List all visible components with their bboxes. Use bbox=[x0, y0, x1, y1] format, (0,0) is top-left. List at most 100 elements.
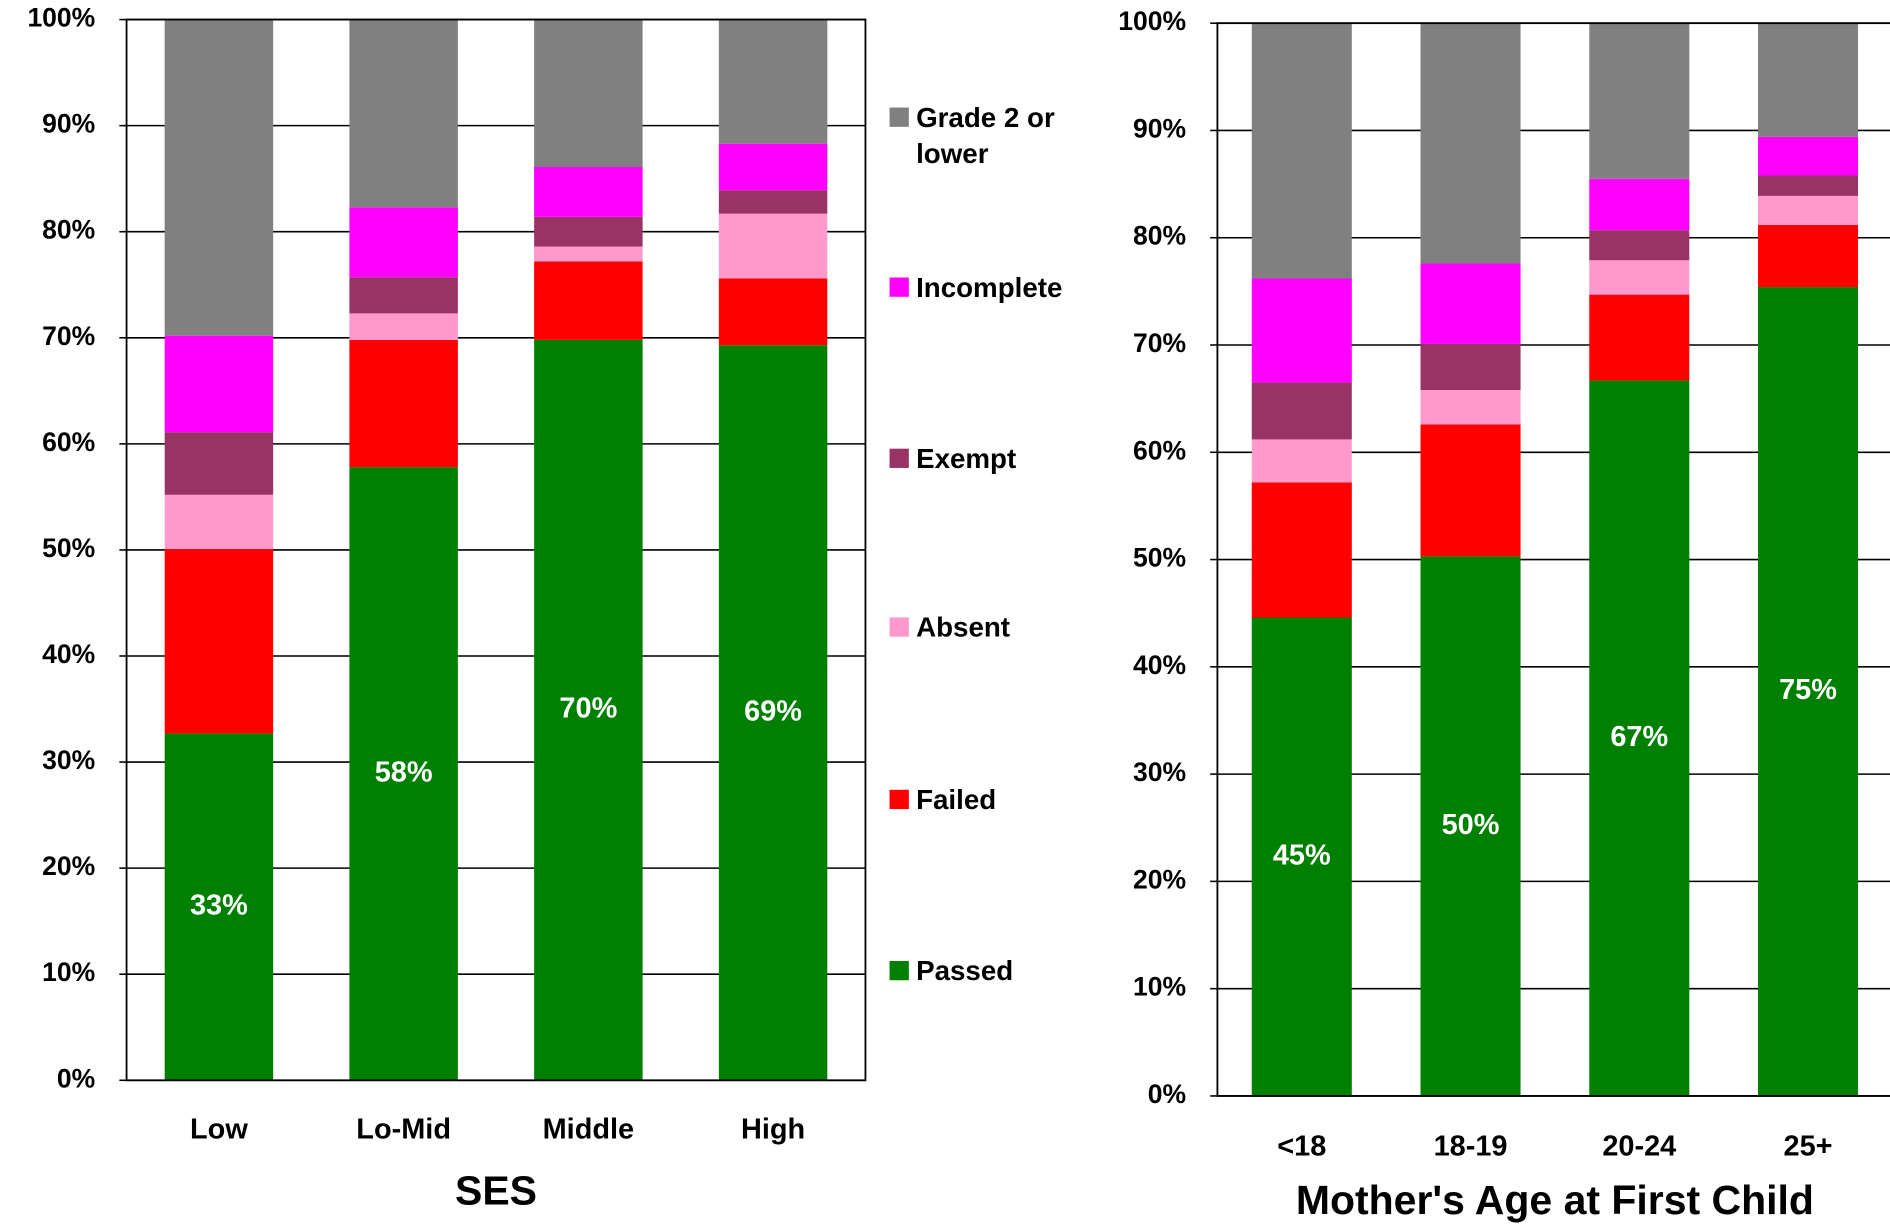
y-tick-label: 90% bbox=[1133, 113, 1186, 143]
y-tick-label: 40% bbox=[42, 639, 95, 669]
bar-segment bbox=[1420, 424, 1521, 557]
bar-segment bbox=[1251, 617, 1352, 1096]
y-tick-label: 50% bbox=[1133, 543, 1186, 573]
bar-segment bbox=[1758, 195, 1859, 225]
x-tick-label: Middle bbox=[543, 1114, 635, 1146]
bar-segment bbox=[1420, 343, 1521, 391]
bar-segment bbox=[164, 19, 274, 336]
legend-entry: Absent bbox=[916, 611, 1011, 643]
x-tick-label: Lo-Mid bbox=[356, 1114, 451, 1146]
bar-segment bbox=[349, 313, 458, 340]
bar-segment bbox=[718, 278, 828, 346]
bar-segment bbox=[1758, 175, 1859, 196]
bar-segment bbox=[1251, 439, 1352, 483]
bar-segment bbox=[349, 467, 458, 1081]
x-tick-label: 18-19 bbox=[1434, 1130, 1508, 1162]
y-tick-label: 20% bbox=[1133, 864, 1186, 894]
legend-swatch bbox=[889, 107, 909, 127]
bar-segment bbox=[349, 339, 458, 468]
legend-swatch bbox=[889, 617, 909, 637]
y-tick-label: 30% bbox=[42, 745, 95, 775]
bar-segment bbox=[718, 143, 828, 191]
bar-segment bbox=[534, 246, 643, 262]
legend-label: Failed bbox=[916, 783, 997, 816]
y-tick-label: 60% bbox=[1133, 435, 1186, 465]
bar-segment bbox=[718, 213, 828, 279]
bar-segment bbox=[1589, 230, 1690, 261]
y-tick-label: 90% bbox=[42, 109, 95, 139]
bar-segment bbox=[164, 733, 274, 1081]
y-tick-label: 50% bbox=[42, 533, 95, 563]
legend-label: Incomplete bbox=[916, 271, 1063, 303]
y-tick-label: 70% bbox=[1133, 328, 1186, 358]
legend-entry: Passed bbox=[916, 954, 1014, 987]
legend-label: Absent bbox=[916, 611, 1011, 643]
y-tick-label: 10% bbox=[1133, 972, 1186, 1002]
bar-segment bbox=[1420, 390, 1521, 425]
bar-segment bbox=[349, 19, 458, 208]
bar-segment bbox=[1420, 556, 1521, 1096]
y-tick-label: 30% bbox=[1133, 757, 1186, 787]
x-axis-title: Mother's Age at First Child bbox=[1296, 1177, 1814, 1223]
bar-segment bbox=[718, 190, 828, 214]
plot-frame bbox=[1216, 22, 1890, 1097]
bar-segment bbox=[164, 494, 274, 549]
bar-segment bbox=[534, 261, 643, 340]
data-label: 70% bbox=[559, 693, 617, 725]
data-label: 58% bbox=[375, 756, 433, 788]
data-label: 50% bbox=[1442, 809, 1500, 841]
legend-entry: Incomplete bbox=[916, 271, 1063, 303]
bar-segment bbox=[164, 335, 274, 433]
legend-swatch bbox=[889, 789, 909, 810]
bar-segment bbox=[1758, 136, 1859, 176]
legend-swatch bbox=[889, 277, 909, 297]
y-tick-label: 80% bbox=[1133, 221, 1186, 251]
data-label: 69% bbox=[744, 695, 802, 727]
bar-segment bbox=[534, 216, 643, 247]
bar-segment bbox=[1589, 178, 1690, 231]
bar-segment bbox=[164, 432, 274, 495]
x-tick-label: <18 bbox=[1277, 1130, 1326, 1162]
bar-segment bbox=[718, 19, 828, 144]
y-tick-label: 70% bbox=[42, 321, 95, 351]
bar-segment bbox=[1589, 294, 1690, 381]
x-tick-label: 20-24 bbox=[1602, 1130, 1676, 1162]
bar-segment bbox=[1589, 260, 1690, 295]
bar-segment bbox=[1251, 482, 1352, 618]
bar-segment bbox=[164, 548, 274, 734]
bar-segment bbox=[1758, 287, 1859, 1096]
data-label: 33% bbox=[190, 889, 248, 921]
data-label: 45% bbox=[1273, 839, 1331, 871]
bar-segment bbox=[349, 277, 458, 314]
y-tick-label: 40% bbox=[1133, 650, 1186, 680]
data-label: 75% bbox=[1779, 674, 1837, 706]
y-tick-label: 80% bbox=[42, 215, 95, 245]
y-tick-label: 60% bbox=[42, 427, 95, 457]
data-label: 67% bbox=[1610, 721, 1668, 753]
legend-label: Exempt bbox=[916, 442, 1017, 474]
x-axis-title: SES bbox=[455, 1167, 537, 1213]
legend-label: Passed bbox=[916, 954, 1014, 987]
legend-label: Grade 2 or lower bbox=[916, 101, 1055, 170]
bar-segment bbox=[349, 207, 458, 278]
y-tick-label: 0% bbox=[1148, 1079, 1186, 1109]
x-tick-label: High bbox=[741, 1114, 805, 1146]
bar-segment bbox=[534, 339, 643, 1081]
x-tick-label: Low bbox=[190, 1114, 248, 1146]
plot-frame bbox=[125, 18, 867, 1082]
bar-segment bbox=[718, 345, 828, 1081]
y-tick-label: 100% bbox=[27, 3, 95, 33]
bar-segment bbox=[1758, 224, 1859, 288]
bar-segment bbox=[1589, 23, 1690, 179]
bar-segment bbox=[534, 19, 643, 168]
bar-segment bbox=[1251, 278, 1352, 383]
bar-segment bbox=[534, 167, 643, 217]
bar-segment bbox=[1758, 23, 1859, 137]
legend-entry: Grade 2 or lower bbox=[916, 101, 1055, 170]
y-tick-label: 20% bbox=[42, 851, 95, 881]
y-tick-label: 100% bbox=[1118, 6, 1186, 36]
legend-swatch bbox=[889, 448, 909, 468]
y-tick-label: 10% bbox=[42, 957, 95, 987]
